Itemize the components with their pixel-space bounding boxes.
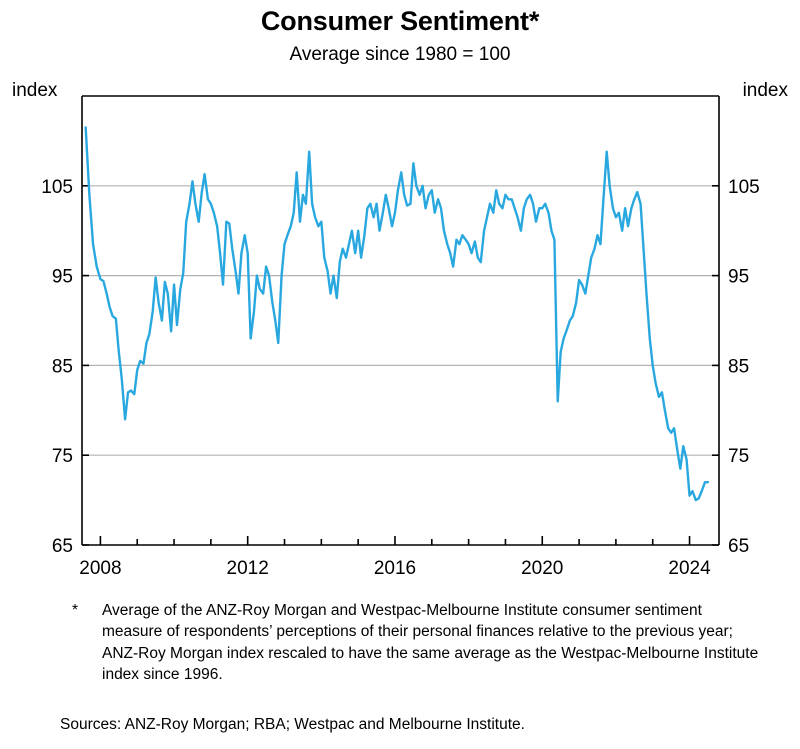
x-tick-label: 2024 <box>668 558 711 579</box>
y-tick-label-right: 105 <box>728 177 760 198</box>
y-tick-label-right: 85 <box>728 356 749 377</box>
plot-area-wrapper: 65 75 85 95 105 65 75 85 95 105 2008 2012 2016 2020… <box>41 95 760 579</box>
chart-subtitle: Average since 1980 = 100 <box>289 44 511 65</box>
consumer-sentiment-line-chart: 65 75 85 95 105 65 75 85 95 105 2008 2012 2016 2020… <box>41 95 760 579</box>
y-tick-label-left: 105 <box>41 177 73 198</box>
x-tick-label: 2020 <box>521 558 563 579</box>
y-tick-label-right: 75 <box>728 446 749 467</box>
footnote-block: * Average of the ANZ-Roy Morgan and West… <box>60 600 760 686</box>
y-tick-label-right: 95 <box>728 267 749 288</box>
y-axis-tick-labels-right: 65 75 85 95 105 <box>728 177 760 557</box>
x-tick-label: 2008 <box>79 558 121 579</box>
series-lines <box>84 126 710 502</box>
axis-frame <box>81 95 720 546</box>
series-line-consumer-sentiment <box>84 126 710 502</box>
x-tick-label: 2016 <box>374 558 416 579</box>
y-tick-label-left: 75 <box>52 446 73 467</box>
x-axis-tick-labels: 2008 2012 2016 2020 2024 <box>79 558 711 579</box>
footnote-marker: * <box>72 602 79 619</box>
chart-title: Consumer Sentiment* <box>260 6 540 36</box>
y-axis-unit-right: index <box>742 80 788 101</box>
y-tick-label-left: 65 <box>52 536 73 557</box>
y-tick-label-right: 65 <box>728 536 749 557</box>
footnote-row: * Average of the ANZ-Roy Morgan and West… <box>60 600 760 686</box>
gridlines <box>82 185 719 456</box>
y-axis-unit-left: index <box>12 80 58 101</box>
x-tick-label: 2012 <box>227 558 269 579</box>
y-tick-label-left: 85 <box>52 356 73 377</box>
footnote-text: Average of the ANZ-Roy Morgan and Westpa… <box>102 602 759 684</box>
sources-text: Sources: ANZ-Roy Morgan; RBA; Westpac an… <box>60 716 525 733</box>
y-axis-tick-labels-left: 65 75 85 95 105 <box>41 177 73 557</box>
y-tick-label-left: 95 <box>52 267 73 288</box>
